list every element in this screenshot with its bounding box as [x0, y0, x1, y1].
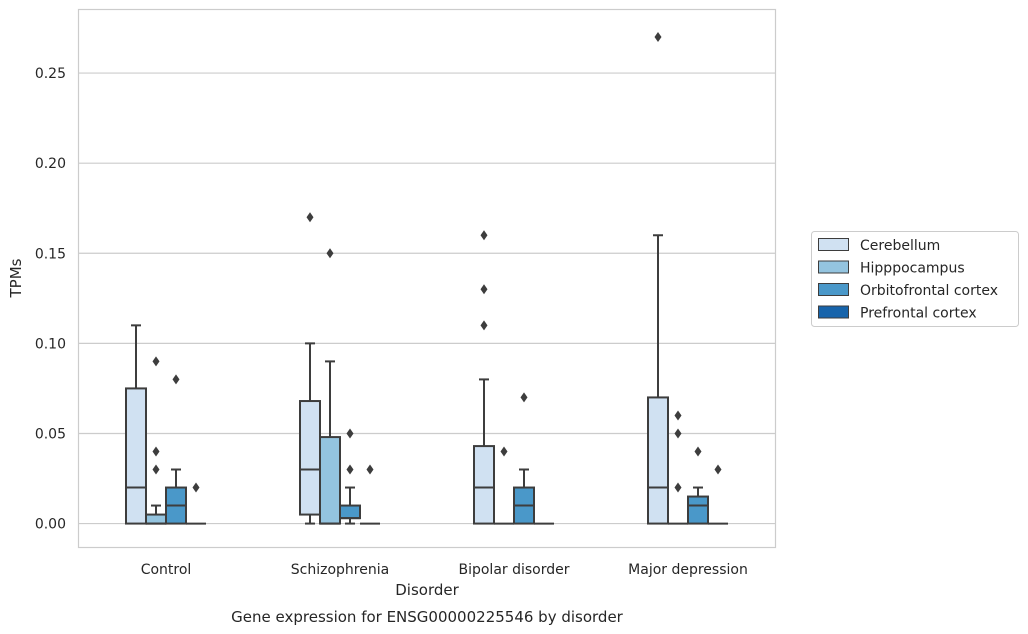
box-body [647, 396, 669, 525]
box-4-2 [360, 464, 380, 525]
box-body [319, 436, 341, 525]
legend-swatch [818, 260, 849, 274]
outlier-point [674, 482, 682, 493]
legend-swatch [818, 283, 849, 296]
outlier-point [152, 464, 160, 475]
outlier-point [152, 446, 160, 457]
box-1-1 [125, 324, 147, 525]
box-4-4 [708, 464, 728, 525]
y-tick-label: 0.05 [35, 426, 66, 442]
box-3-2 [339, 428, 361, 525]
plot-frame [77, 8, 777, 549]
y-axis-title: TPMs [7, 258, 25, 298]
box-1-3 [473, 230, 495, 525]
outlier-point [714, 464, 722, 475]
y-tick-label: 0.10 [35, 336, 66, 352]
box-body [145, 513, 167, 525]
x-tick-labels: Control Schizophrenia Bipolar disorder Majo… [141, 562, 748, 578]
legend: Cerebellum Hipppocampus Orbitofrontal cort… [811, 231, 1019, 327]
outlier-point [326, 248, 334, 259]
legend-frame [811, 231, 1019, 327]
box-1-4 [647, 32, 669, 525]
box-4-1 [186, 482, 206, 525]
x-tick-label: Schizophrenia [291, 562, 389, 578]
y-tick-label: 0.00 [35, 517, 66, 533]
box-2-1 [145, 356, 167, 525]
outlier-point [192, 482, 200, 493]
chart-caption: Gene expression for ENSG00000225546 by d… [231, 608, 624, 626]
box-body [473, 445, 495, 525]
box-body [687, 495, 709, 525]
y-tick-labels: 0.00 0.05 0.10 0.15 0.20 0.25 [35, 66, 66, 533]
legend-swatch [818, 238, 849, 251]
x-tick-label: Control [141, 562, 192, 578]
y-tick-label: 0.20 [35, 156, 66, 172]
outlier-point [520, 392, 528, 403]
outlier-point [694, 446, 702, 457]
box-1-2 [299, 212, 321, 525]
outlier-point [306, 212, 314, 223]
outlier-point [500, 446, 508, 457]
box-3-4 [687, 446, 709, 525]
box-2-2 [319, 248, 341, 525]
legend-label: Hipppocampus [860, 261, 965, 277]
x-tick-label: Major depression [628, 562, 748, 578]
outlier-point [346, 464, 354, 475]
box-body [125, 387, 147, 525]
outlier-point [674, 428, 682, 439]
grid-lines [79, 72, 775, 525]
outlier-point [366, 464, 374, 475]
box-body [299, 400, 321, 516]
outlier-point [480, 284, 488, 295]
box-body [339, 504, 361, 520]
box-2-4 [668, 410, 688, 525]
x-axis-title: Disorder [395, 581, 459, 599]
outlier-point [480, 320, 488, 331]
legend-label: Prefrontal cortex [860, 306, 977, 322]
outlier-point [346, 428, 354, 439]
x-tick-label: Bipolar disorder [458, 562, 569, 578]
box-3-3 [513, 392, 535, 525]
legend-swatch [818, 305, 849, 319]
outlier-point [152, 356, 160, 367]
legend-label: Cerebellum [860, 238, 940, 254]
y-tick-label: 0.15 [35, 246, 66, 262]
box-series-group [125, 32, 728, 525]
y-tick-label: 0.25 [35, 66, 66, 82]
outlier-point [674, 410, 682, 421]
box-2-3 [494, 446, 514, 525]
box-3-1 [165, 374, 187, 525]
outlier-point [654, 32, 662, 43]
legend-label: Orbitofrontal cortex [860, 283, 998, 299]
outlier-point [480, 230, 488, 241]
outlier-point [172, 374, 180, 385]
